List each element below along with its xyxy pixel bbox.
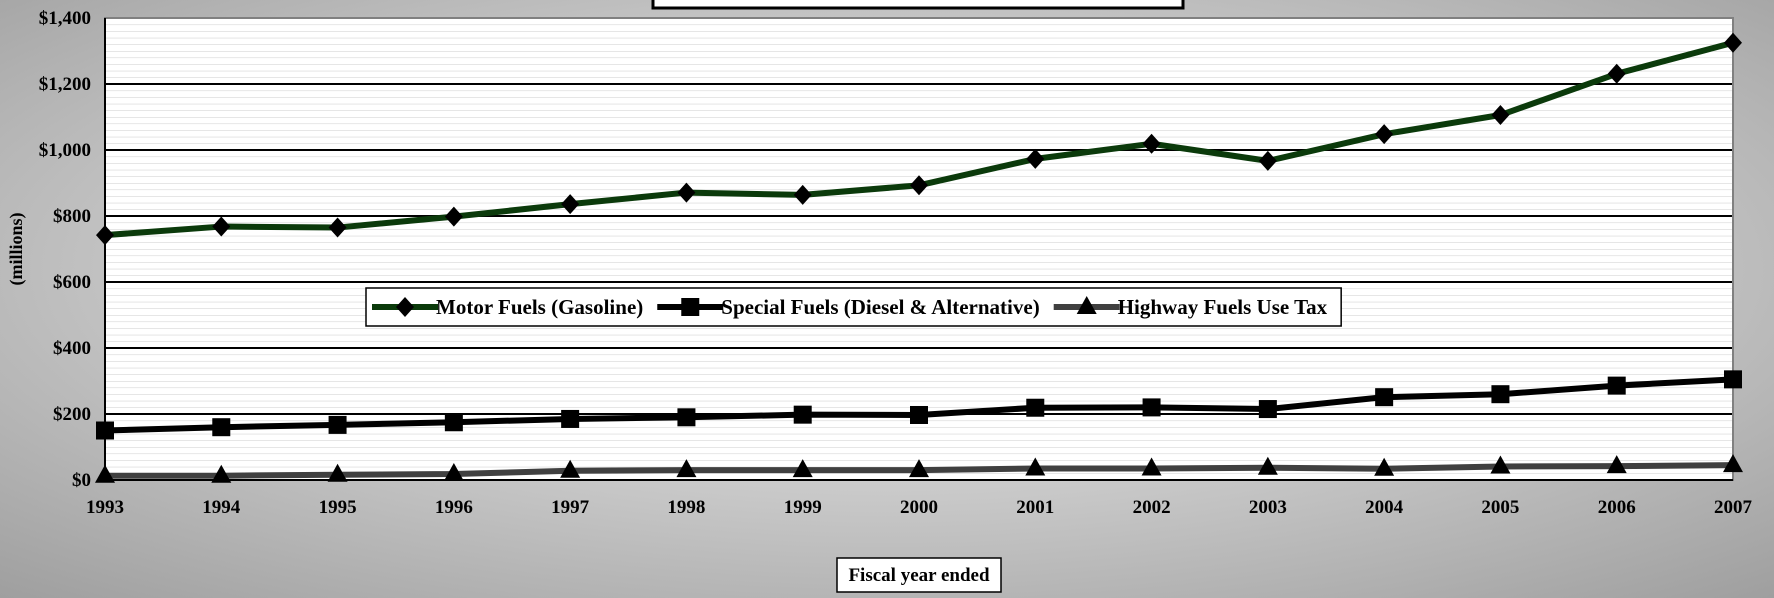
marker [1258,400,1277,419]
title-box [651,0,1185,10]
x-axis-label-box [836,557,1002,593]
marker [1076,296,1097,314]
x-tick-label: 1997 [551,497,590,518]
marker [561,194,580,215]
marker [676,459,697,478]
marker [1491,385,1510,404]
marker [677,408,696,427]
marker [677,182,696,203]
marker [211,464,232,483]
x-tick-label: 1999 [784,497,822,518]
marker [1607,376,1626,395]
marker [1141,457,1162,476]
marker [443,463,464,482]
legend-label: Special Fuels (Diesel & Alternative) [721,295,1039,319]
x-tick-label: 1996 [435,497,473,518]
marker [1142,133,1161,154]
marker [910,175,928,196]
x-tick-label: 2006 [1598,497,1636,518]
marker [95,464,115,483]
y-tick-label: $0 [72,470,91,491]
marker [561,409,580,428]
marker [1258,150,1277,171]
marker [444,413,463,432]
marker [1724,32,1742,53]
y-tick-label: $1,000 [39,140,91,161]
marker [793,184,812,205]
marker [1375,388,1394,407]
legend-box [365,287,1342,327]
marker [96,421,114,440]
x-tick-label: 1994 [202,497,241,518]
y-tick-label: $400 [53,338,91,359]
y-axis-label: (millions) [6,212,27,285]
marker [396,297,414,317]
marker [560,459,581,478]
y-tick-label: $800 [53,206,91,227]
y-tick-label: $200 [53,404,91,425]
marker [96,225,114,246]
marker [212,216,231,237]
marker [1723,454,1743,473]
legend-label: Motor Fuels (Gasoline) [436,295,643,319]
x-tick-label: 1995 [319,497,357,518]
x-tick-label: 2001 [1016,497,1054,518]
x-tick-label: 1998 [667,497,705,518]
legend-label: Highway Fuels Use Tax [1118,295,1328,319]
marker [910,405,928,424]
x-axis-label: Fiscal year ended [848,565,990,586]
y-tick-label: $600 [53,272,91,293]
marker [1142,398,1161,417]
legend: Motor Fuels (Gasoline) Special Fuels (Die… [365,287,1342,327]
y-tick-label: $1,400 [39,8,91,29]
marker [1374,457,1395,476]
marker [792,459,813,478]
marker [1375,124,1394,145]
marker [1607,63,1626,84]
marker [1025,457,1046,476]
marker [327,463,348,482]
marker [328,415,347,434]
marker [1026,148,1045,169]
marker [1026,398,1045,417]
marker [793,405,812,424]
minor-grid [105,18,1733,480]
marker [1491,105,1510,126]
x-tick-label: 2004 [1365,497,1404,518]
marker [681,298,700,316]
marker [212,418,231,437]
x-tick-label: 2003 [1249,497,1287,518]
marker [1257,456,1278,475]
x-tick-label: 2005 [1481,497,1519,518]
x-tick-label: 2007 [1714,497,1753,518]
marker [1606,455,1627,474]
marker [909,459,929,478]
x-tick-label: 2000 [900,497,938,518]
marker [444,206,463,227]
x-tick-label: 2002 [1133,497,1171,518]
marker [328,217,347,238]
x-tick-label: 1993 [86,497,124,518]
marker [1724,370,1742,389]
marker [1490,455,1511,474]
y-tick-label: $1,200 [39,74,91,95]
